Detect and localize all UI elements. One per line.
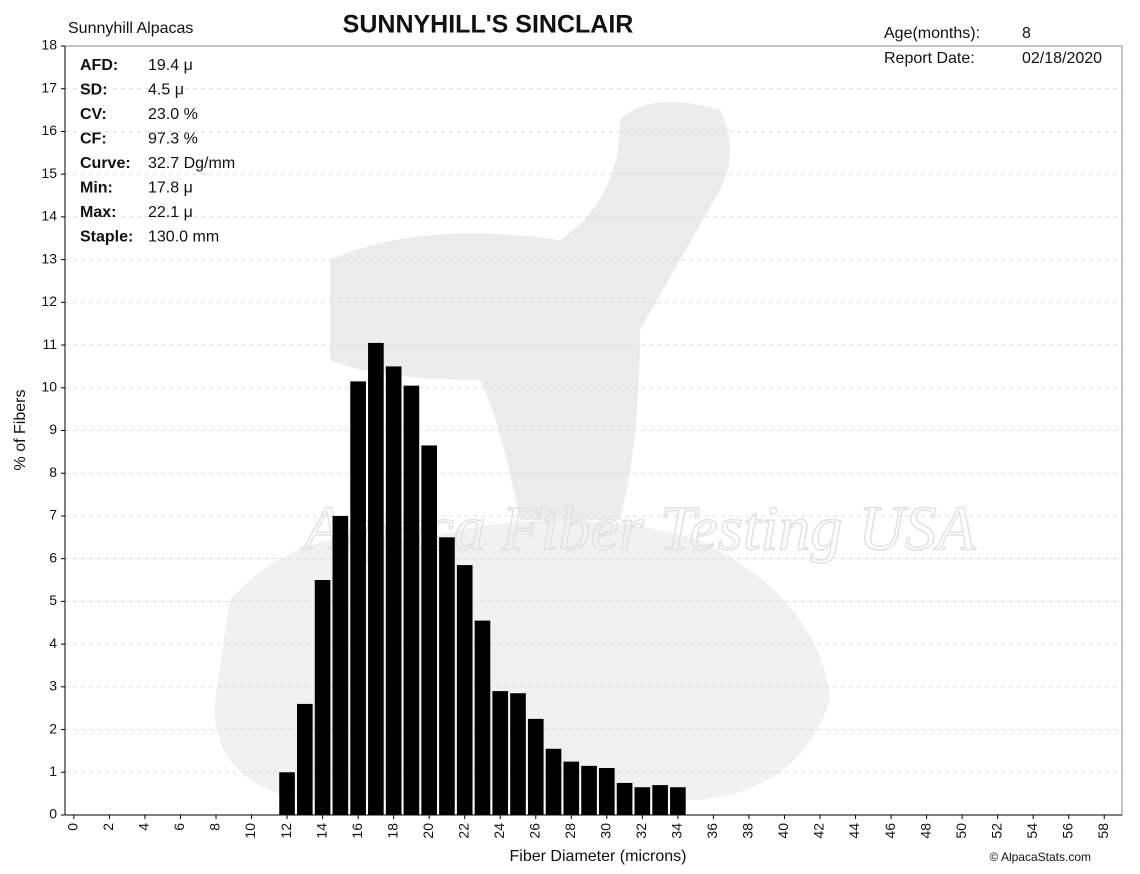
stat-value: 17.8 μ <box>148 180 193 197</box>
x-tick-label: 22 <box>455 823 471 839</box>
bar <box>279 772 295 815</box>
y-tick-label: 9 <box>49 421 57 437</box>
watermark: Alpaca Fiber Testing USA <box>300 493 976 564</box>
stat-label: CF: <box>80 131 107 148</box>
x-tick-label: 12 <box>278 823 294 839</box>
bar <box>456 565 473 815</box>
bar <box>581 765 597 815</box>
bar <box>563 761 580 815</box>
bar <box>670 787 686 815</box>
stat-value: 19.4 μ <box>148 57 193 74</box>
stat-label: Min: <box>80 180 113 197</box>
bar <box>527 718 544 815</box>
x-tick-label: 14 <box>313 823 329 839</box>
bar <box>350 381 366 815</box>
x-tick-label: 32 <box>633 823 649 839</box>
x-tick-label: 52 <box>988 823 1004 839</box>
x-tick-label: 28 <box>562 823 578 839</box>
stat-label: CV: <box>80 106 107 123</box>
y-tick-label: 16 <box>41 122 57 138</box>
stat-value: 22.1 μ <box>148 204 193 221</box>
y-tick-label: 3 <box>49 678 57 694</box>
stat-value: 23.0 % <box>148 106 198 123</box>
y-tick-label: 13 <box>41 250 57 266</box>
x-tick-label: 56 <box>1059 823 1075 839</box>
x-tick-label: 50 <box>953 823 969 839</box>
bar <box>510 693 526 815</box>
info-value: 02/18/2020 <box>1022 50 1102 67</box>
stat-label: Staple: <box>80 229 133 246</box>
x-tick-label: 0 <box>65 823 81 831</box>
farm-name: Sunnyhill Alpacas <box>68 20 193 37</box>
x-tick-label: 48 <box>917 823 933 839</box>
y-axis-label: % of Fibers <box>12 390 29 471</box>
bar <box>314 580 331 815</box>
x-tick-label: 58 <box>1095 823 1111 839</box>
bar <box>652 785 668 815</box>
bar <box>492 691 509 815</box>
bar <box>421 445 437 815</box>
y-tick-label: 4 <box>49 635 57 651</box>
info-label: Age(months): <box>884 25 980 42</box>
bar <box>332 515 349 815</box>
bar <box>599 768 615 815</box>
stat-label: AFD: <box>80 57 118 74</box>
info-label: Report Date: <box>884 50 975 67</box>
x-tick-label: 40 <box>775 823 791 839</box>
y-tick-label: 7 <box>49 507 57 523</box>
x-tick-label: 24 <box>491 823 507 839</box>
x-tick-label: 6 <box>171 823 187 831</box>
x-tick-label: 54 <box>1024 823 1040 839</box>
x-tick-label: 46 <box>882 823 898 839</box>
x-tick-label: 20 <box>420 823 436 839</box>
y-tick-label: 17 <box>41 79 57 95</box>
x-tick-label: 36 <box>704 823 720 839</box>
y-tick-label: 10 <box>41 378 57 394</box>
bar <box>634 787 651 815</box>
x-tick-label: 30 <box>598 823 614 839</box>
y-tick-label: 14 <box>41 208 57 224</box>
info-value: 8 <box>1022 25 1031 42</box>
bar <box>439 537 455 815</box>
y-tick-label: 18 <box>41 37 57 53</box>
bar <box>385 366 402 815</box>
y-tick-label: 0 <box>49 806 57 822</box>
x-tick-label: 26 <box>526 823 542 839</box>
y-tick-label: 8 <box>49 464 57 480</box>
x-axis-label: Fiber Diameter (microns) <box>510 848 687 865</box>
y-tick-label: 12 <box>41 293 57 309</box>
y-tick-label: 5 <box>49 592 57 608</box>
stat-value: 130.0 mm <box>148 229 219 246</box>
stat-value: 32.7 Dg/mm <box>148 155 235 172</box>
x-tick-label: 38 <box>740 823 756 839</box>
credit: © AlpacaStats.com <box>989 850 1091 864</box>
stat-label: Max: <box>80 204 116 221</box>
bar <box>403 385 420 815</box>
stat-label: SD: <box>80 82 108 99</box>
x-tick-label: 42 <box>811 823 827 839</box>
bar <box>616 782 633 815</box>
y-tick-label: 2 <box>49 720 57 736</box>
x-tick-label: 8 <box>207 823 223 831</box>
y-tick-label: 1 <box>49 763 57 779</box>
x-tick-label: 44 <box>846 823 862 839</box>
x-tick-label: 16 <box>349 823 365 839</box>
stat-label: Curve: <box>80 155 131 172</box>
y-tick-label: 6 <box>49 549 57 565</box>
bar <box>297 703 313 815</box>
x-tick-label: 4 <box>136 823 152 831</box>
bar <box>474 620 491 815</box>
x-tick-label: 18 <box>384 823 400 839</box>
bar <box>545 748 562 815</box>
chart-title: SUNNYHILL'S SINCLAIR <box>343 11 634 39</box>
y-tick-label: 11 <box>42 336 57 352</box>
stat-value: 4.5 μ <box>148 82 184 99</box>
bar <box>368 342 384 815</box>
x-tick-label: 34 <box>669 823 685 839</box>
stat-value: 97.3 % <box>148 131 198 148</box>
x-tick-label: 10 <box>242 823 258 839</box>
x-tick-label: 2 <box>100 823 116 831</box>
y-tick-label: 15 <box>41 165 57 181</box>
